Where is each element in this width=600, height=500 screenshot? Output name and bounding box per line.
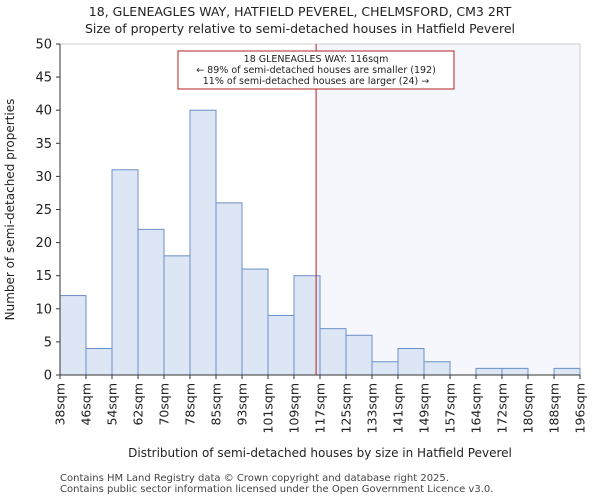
x-tick-label: 38sqm xyxy=(53,383,68,426)
bar-46sqm xyxy=(85,348,113,376)
x-tick-label: 164sqm xyxy=(469,383,484,433)
bar-141sqm xyxy=(397,348,425,376)
y-axis-label: Number of semi-detached properties xyxy=(3,99,17,321)
y-tick-label: 45 xyxy=(35,71,52,86)
bars xyxy=(59,109,581,376)
y-tick-label: 10 xyxy=(35,302,52,317)
x-tick-label: 133sqm xyxy=(365,383,380,433)
x-tick-label: 196sqm xyxy=(573,383,588,433)
x-tick-label: 157sqm xyxy=(443,383,458,433)
y-tick-label: 5 xyxy=(44,335,52,350)
annotation-box: 18 GLENEAGLES WAY: 116sqm ← 89% of semi-… xyxy=(177,50,455,90)
y-tick-label: 30 xyxy=(35,170,52,185)
x-tick-label: 188sqm xyxy=(547,383,562,433)
y-tick-label: 0 xyxy=(44,369,52,384)
x-tick-label: 117sqm xyxy=(313,383,328,433)
bar-149sqm xyxy=(423,361,451,376)
bar-117sqm xyxy=(319,328,347,376)
x-tick-label: 149sqm xyxy=(417,383,432,433)
bar-188sqm xyxy=(553,367,581,376)
x-axis-label: Distribution of semi-detached houses by … xyxy=(128,446,512,460)
y-tick-label: 50 xyxy=(35,38,52,53)
x-axis: 38sqm 46sqm 54sqm 62sqm 70sqm 78sqm 85sqm 93sqm… xyxy=(53,374,588,433)
bar-78sqm xyxy=(189,109,217,376)
x-tick-label: 101sqm xyxy=(261,383,276,433)
x-tick-label: 70sqm xyxy=(157,383,172,426)
x-tick-label: 93sqm xyxy=(235,383,250,426)
plot-area xyxy=(59,43,581,376)
bar-54sqm xyxy=(111,169,139,376)
bar-164sqm xyxy=(475,367,503,376)
y-tick-label: 40 xyxy=(35,104,52,119)
x-tick-label: 180sqm xyxy=(521,383,536,433)
annotation-line-3: 11% of semi-detached houses are larger (… xyxy=(203,76,430,87)
y-tick-label: 15 xyxy=(35,269,52,284)
y-tick-label: 35 xyxy=(35,137,52,152)
x-tick-label: 109sqm xyxy=(287,383,302,433)
chart-subtitle: Size of property relative to semi-detach… xyxy=(84,21,516,36)
x-tick-label: 46sqm xyxy=(79,383,94,426)
bar-85sqm xyxy=(215,202,243,376)
bar-62sqm xyxy=(137,228,165,376)
footer-line-1: Contains HM Land Registry data © Crown c… xyxy=(60,473,449,484)
bar-70sqm xyxy=(163,255,191,376)
chart-title: 18, GLENEAGLES WAY, HATFIELD PEVEREL, CH… xyxy=(88,4,512,19)
bar-93sqm xyxy=(241,268,269,376)
bar-125sqm xyxy=(345,334,373,376)
x-tick-label: 62sqm xyxy=(131,383,146,426)
x-tick-label: 54sqm xyxy=(105,383,120,426)
footer-line-2: Contains public sector information licen… xyxy=(60,484,494,495)
annotation-line-1: 18 GLENEAGLES WAY: 116sqm xyxy=(244,54,389,65)
y-tick-label: 25 xyxy=(35,203,52,218)
annotation-line-2: ← 89% of semi-detached houses are smalle… xyxy=(196,65,436,76)
bar-172sqm xyxy=(501,367,529,376)
x-tick-label: 78sqm xyxy=(183,383,198,426)
y-axis: 0 5 10 15 20 25 30 35 40 45 50 xyxy=(35,38,61,384)
y-tick-label: 20 xyxy=(35,236,52,251)
x-tick-label: 125sqm xyxy=(339,383,354,433)
bar-38sqm xyxy=(59,295,87,376)
x-tick-label: 172sqm xyxy=(495,383,510,433)
x-tick-label: 85sqm xyxy=(209,383,224,426)
larger-region xyxy=(316,44,580,375)
bar-133sqm xyxy=(371,361,399,376)
annotation-rect xyxy=(177,50,455,90)
bar-101sqm xyxy=(267,314,295,376)
x-tick-label: 141sqm xyxy=(391,383,406,433)
